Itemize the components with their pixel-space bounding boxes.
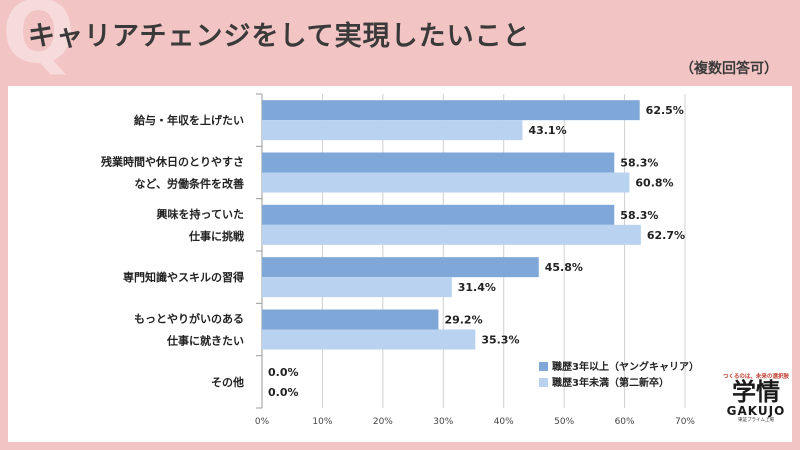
bar-young-career (262, 309, 439, 330)
legend-swatch (539, 378, 548, 387)
category-label: 仕事に挑戦 (188, 229, 245, 243)
legend-label: 職歴3年以上（ヤングキャリア） (552, 360, 699, 373)
bar-young-career (262, 152, 615, 173)
q-mark: Q (2, 0, 76, 83)
data-label: 62.7% (647, 229, 685, 242)
legend-label: 職歴3年未満（第二新卒） (552, 376, 669, 389)
bar-second-graduate (262, 172, 630, 193)
data-label: 0.0% (268, 386, 299, 399)
gakujo-logo: つくるのは、未来の選択肢 学情 GAKUJO 東証プライム上場 (718, 372, 794, 442)
chart-panel: 0% 10% 20% 30% 40% 50% 60% 70% 62.5% 43.1% 給与・年収を上… (8, 86, 792, 442)
bar-chart: 0% 10% 20% 30% 40% 50% 60% 70% 62.5% 43.1% 給与・年収を上… (101, 93, 699, 427)
x-tick-label: 10% (312, 417, 332, 427)
data-label: 62.5% (646, 104, 684, 117)
logo-tagline: つくるのは、未来の選択肢 (723, 374, 789, 380)
data-label: 31.4% (458, 281, 496, 294)
category-label: 仕事に就きたい (166, 334, 244, 348)
data-label: 35.3% (481, 334, 519, 347)
x-tick-label: 30% (433, 417, 453, 427)
x-tick-label: 70% (675, 417, 695, 427)
data-label: 58.3% (620, 209, 658, 222)
category-label: 専門知識やスキルの習得 (123, 270, 244, 284)
logo-sub: GAKUJO (726, 404, 786, 419)
category-label: もっとやりがいのある (134, 312, 244, 326)
bar-young-career (262, 100, 640, 121)
data-label: 0.0% (268, 366, 299, 379)
data-label: 60.8% (635, 177, 673, 190)
data-label: 58.3% (620, 157, 658, 170)
bar-young-career (262, 204, 615, 225)
x-tick-label: 60% (615, 417, 635, 427)
category-label: その他 (211, 375, 244, 389)
bar-second-graduate (262, 120, 523, 141)
x-tick-label: 40% (494, 417, 514, 427)
x-tick-label: 0% (255, 417, 270, 427)
data-label: 45.8% (545, 261, 583, 274)
legend-swatch (539, 362, 548, 371)
category-label: など、労働条件を改善 (135, 177, 244, 191)
category-label: 給与・年収を上げたい (134, 113, 244, 127)
category-label: 残業時間や休日のとりやすさ (101, 155, 244, 169)
page-title: キャリアチェンジをして実現したいこと (28, 21, 531, 52)
bar-second-graduate (262, 277, 452, 298)
data-label: 29.2% (444, 314, 482, 327)
bar-second-graduate (262, 224, 641, 245)
category-label: 興味を持っていた (157, 207, 244, 221)
data-label: 43.1% (528, 124, 566, 137)
x-tick-label: 20% (373, 417, 393, 427)
logo-tiny: 東証プライム上場 (738, 418, 774, 424)
logo-main: 学情 (732, 378, 780, 406)
page-subtitle: （複数回答可） (680, 61, 778, 77)
x-tick-label: 50% (554, 417, 574, 427)
bar-young-career (262, 257, 539, 278)
bar-second-graduate (262, 329, 476, 350)
